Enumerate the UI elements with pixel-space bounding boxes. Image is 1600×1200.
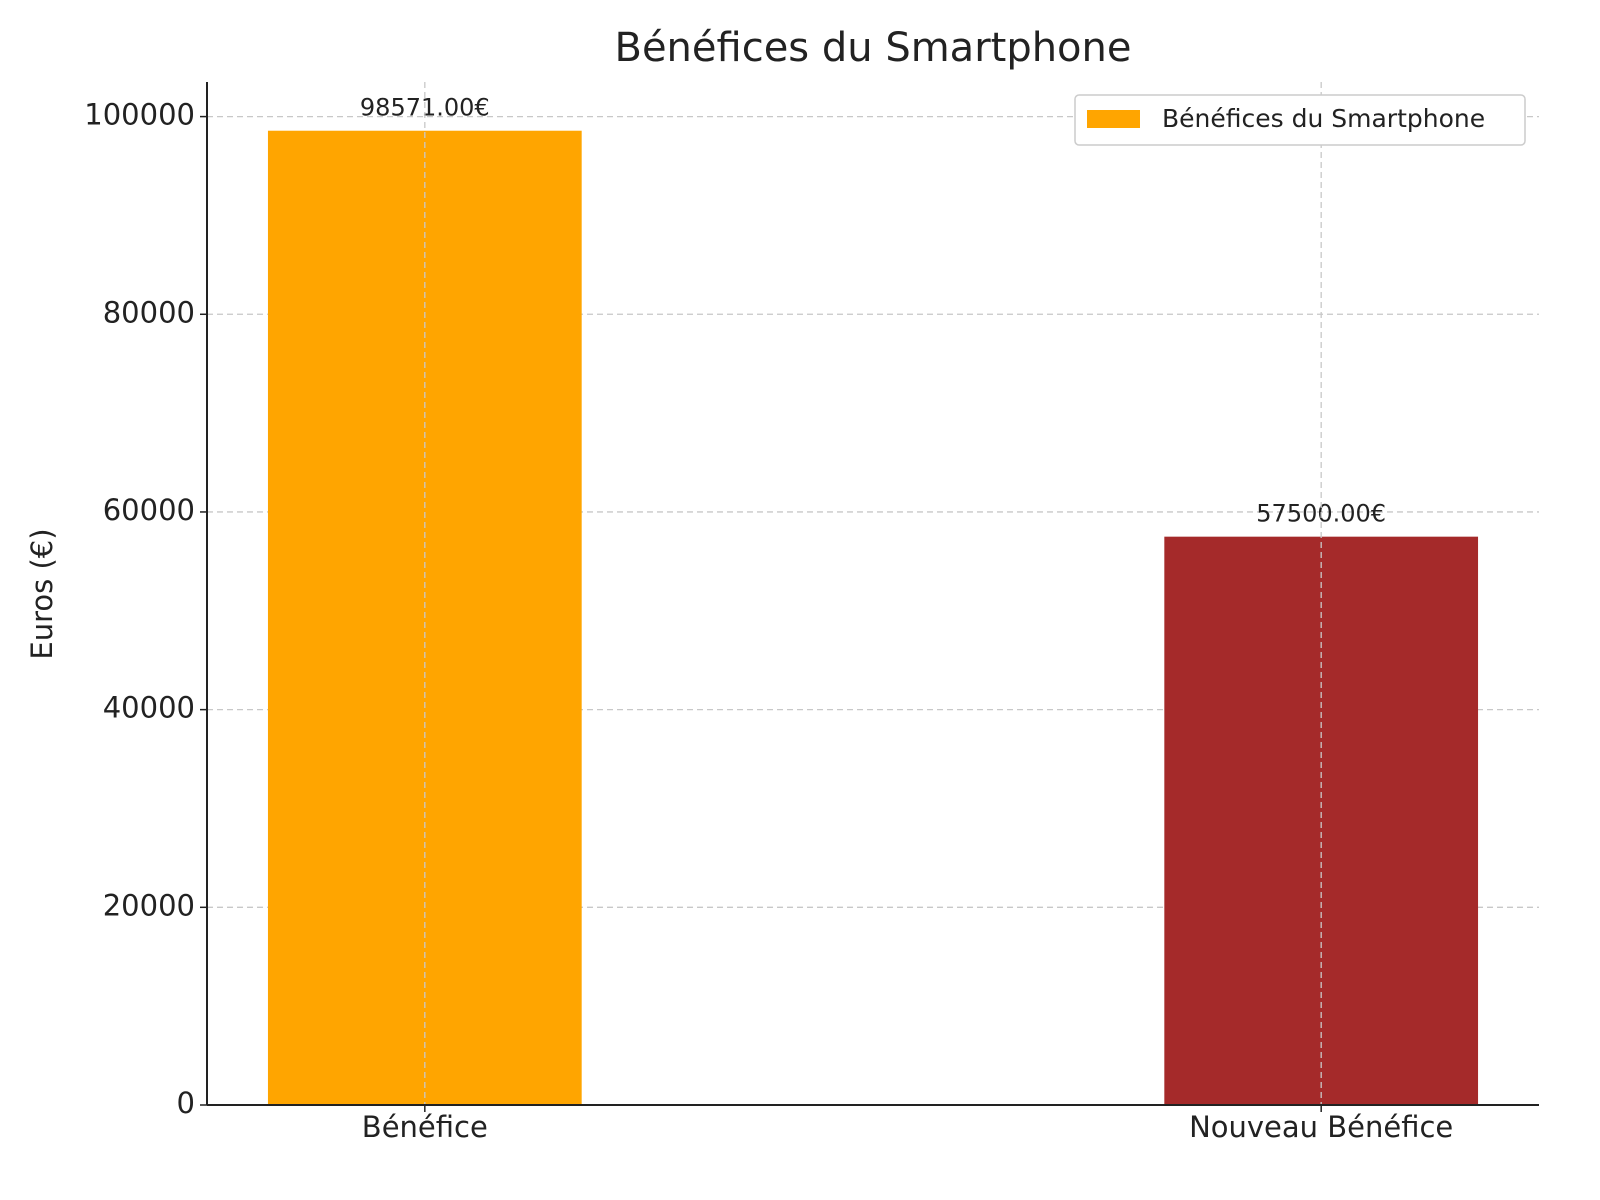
chart-title: Bénéfices du Smartphone: [615, 25, 1132, 71]
x-tick-label: Nouveau Bénéfice: [1189, 1110, 1453, 1144]
bar: [1164, 536, 1479, 1105]
y-tick-label: 40000: [103, 691, 195, 725]
y-tick-label: 80000: [103, 295, 195, 329]
legend-label: Bénéfices du Smartphone: [1162, 104, 1485, 133]
y-tick-label: 20000: [103, 888, 195, 922]
legend-swatch: [1087, 110, 1140, 128]
y-tick-label: 60000: [103, 493, 195, 527]
y-tick-label: 100000: [84, 98, 195, 132]
x-tick-label: Bénéfice: [362, 1110, 488, 1144]
y-tick-label: 0: [177, 1086, 195, 1120]
y-axis-label: Euros (€): [25, 528, 59, 659]
legend-box: [1074, 94, 1526, 146]
